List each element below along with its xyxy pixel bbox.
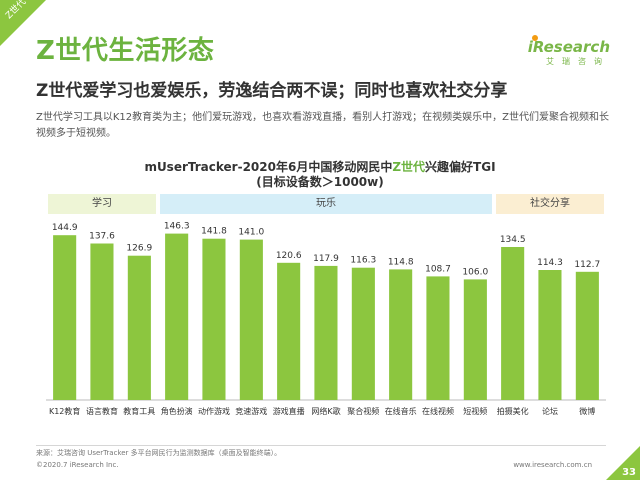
value-label-10: 108.7 xyxy=(425,264,451,274)
category-label-3: 角色扮演 xyxy=(161,406,193,416)
logo-name: iResearch xyxy=(527,38,610,56)
value-label-4: 141.8 xyxy=(201,227,227,237)
value-label-0: 144.9 xyxy=(52,223,78,233)
subtitle: Z世代爱学习也爱娱乐，劳逸结合两不误；同时也喜欢社交分享 xyxy=(36,81,508,101)
category-label-1: 语言教育 xyxy=(86,406,118,416)
category-label-7: 网络K歌 xyxy=(311,406,340,416)
category-label-4: 动作游戏 xyxy=(198,406,230,416)
value-label-9: 114.8 xyxy=(388,257,414,267)
bar-4 xyxy=(202,238,226,400)
page-number: 33 xyxy=(622,467,636,478)
bar-5 xyxy=(239,239,263,400)
value-label-1: 137.6 xyxy=(89,232,115,242)
value-label-5: 141.0 xyxy=(238,228,264,238)
chart-title-part3: 兴趣偏好TGI xyxy=(425,160,496,174)
bar-1 xyxy=(90,243,114,400)
bar-14 xyxy=(575,271,599,400)
category-label-9: 在线音乐 xyxy=(385,406,417,416)
bar-3 xyxy=(165,233,189,400)
iresearch-logo: iResearch 艾瑞咨询 xyxy=(526,35,610,68)
category-label-10: 在线视频 xyxy=(422,406,454,416)
chart-title-highlight: Z世代 xyxy=(392,160,426,174)
category-label-14: 微博 xyxy=(579,406,595,416)
bar-11 xyxy=(463,279,487,400)
footer-divider xyxy=(36,445,606,446)
value-label-8: 116.3 xyxy=(350,256,376,266)
bar-10 xyxy=(426,276,450,400)
value-label-12: 134.5 xyxy=(500,235,526,245)
chart-title-line1: mUserTracker-2020年6月中国移动网民中Z世代兴趣偏好TGI xyxy=(0,160,640,175)
value-label-6: 120.6 xyxy=(276,251,302,261)
source-footnote: 来源：艾瑞咨询 UserTracker 多平台网民行为监测数据库（桌面及智能终端… xyxy=(36,449,282,457)
value-label-3: 146.3 xyxy=(164,222,190,232)
bar-12 xyxy=(501,247,525,400)
group-band-2: 社交分享 xyxy=(496,194,604,214)
category-label-5: 竞速游戏 xyxy=(235,406,267,416)
value-label-7: 117.9 xyxy=(313,254,339,264)
bar-7 xyxy=(314,265,338,400)
chart-title-part1: mUserTracker-2020年6月中国移动网民中 xyxy=(144,160,393,174)
logo-cn-name: 艾瑞咨询 xyxy=(546,57,610,66)
logo-dot-icon xyxy=(532,35,538,41)
category-label-12: 拍摄美化 xyxy=(497,406,529,416)
page-corner xyxy=(606,446,640,480)
website-link[interactable]: www.iresearch.com.cn xyxy=(513,461,592,469)
group-band-1: 玩乐 xyxy=(160,194,492,214)
bar-8 xyxy=(351,267,375,400)
corner-ribbon xyxy=(0,0,46,46)
category-label-11: 短视频 xyxy=(463,406,487,416)
bar-9 xyxy=(389,269,413,400)
description: Z世代学习工具以K12教育类为主；他们爱玩游戏，也喜欢看游戏直播，看别人打游戏；… xyxy=(36,112,609,139)
value-label-14: 112.7 xyxy=(574,260,600,270)
category-label-8: 聚合视频 xyxy=(347,406,379,416)
value-label-13: 114.3 xyxy=(537,258,563,268)
group-band-0: 学习 xyxy=(48,194,156,214)
category-label-0: K12教育 xyxy=(49,406,80,416)
category-label-13: 论坛 xyxy=(542,406,558,416)
chart-title-line2: (目标设备数＞1000w) xyxy=(256,175,384,189)
category-label-6: 游戏直播 xyxy=(273,406,305,416)
value-label-11: 106.0 xyxy=(462,267,488,277)
bar-2 xyxy=(127,255,151,400)
bar-13 xyxy=(538,270,562,400)
page-title: Z世代生活形态 xyxy=(36,36,215,66)
chart-title: mUserTracker-2020年6月中国移动网民中Z世代兴趣偏好TGI (目… xyxy=(0,160,640,190)
bar-0 xyxy=(53,235,77,400)
bar-6 xyxy=(277,262,301,400)
copyright: ©2020.7 iResearch Inc. xyxy=(36,461,119,469)
category-label-2: 教育工具 xyxy=(123,406,155,416)
value-label-2: 126.9 xyxy=(126,244,152,254)
